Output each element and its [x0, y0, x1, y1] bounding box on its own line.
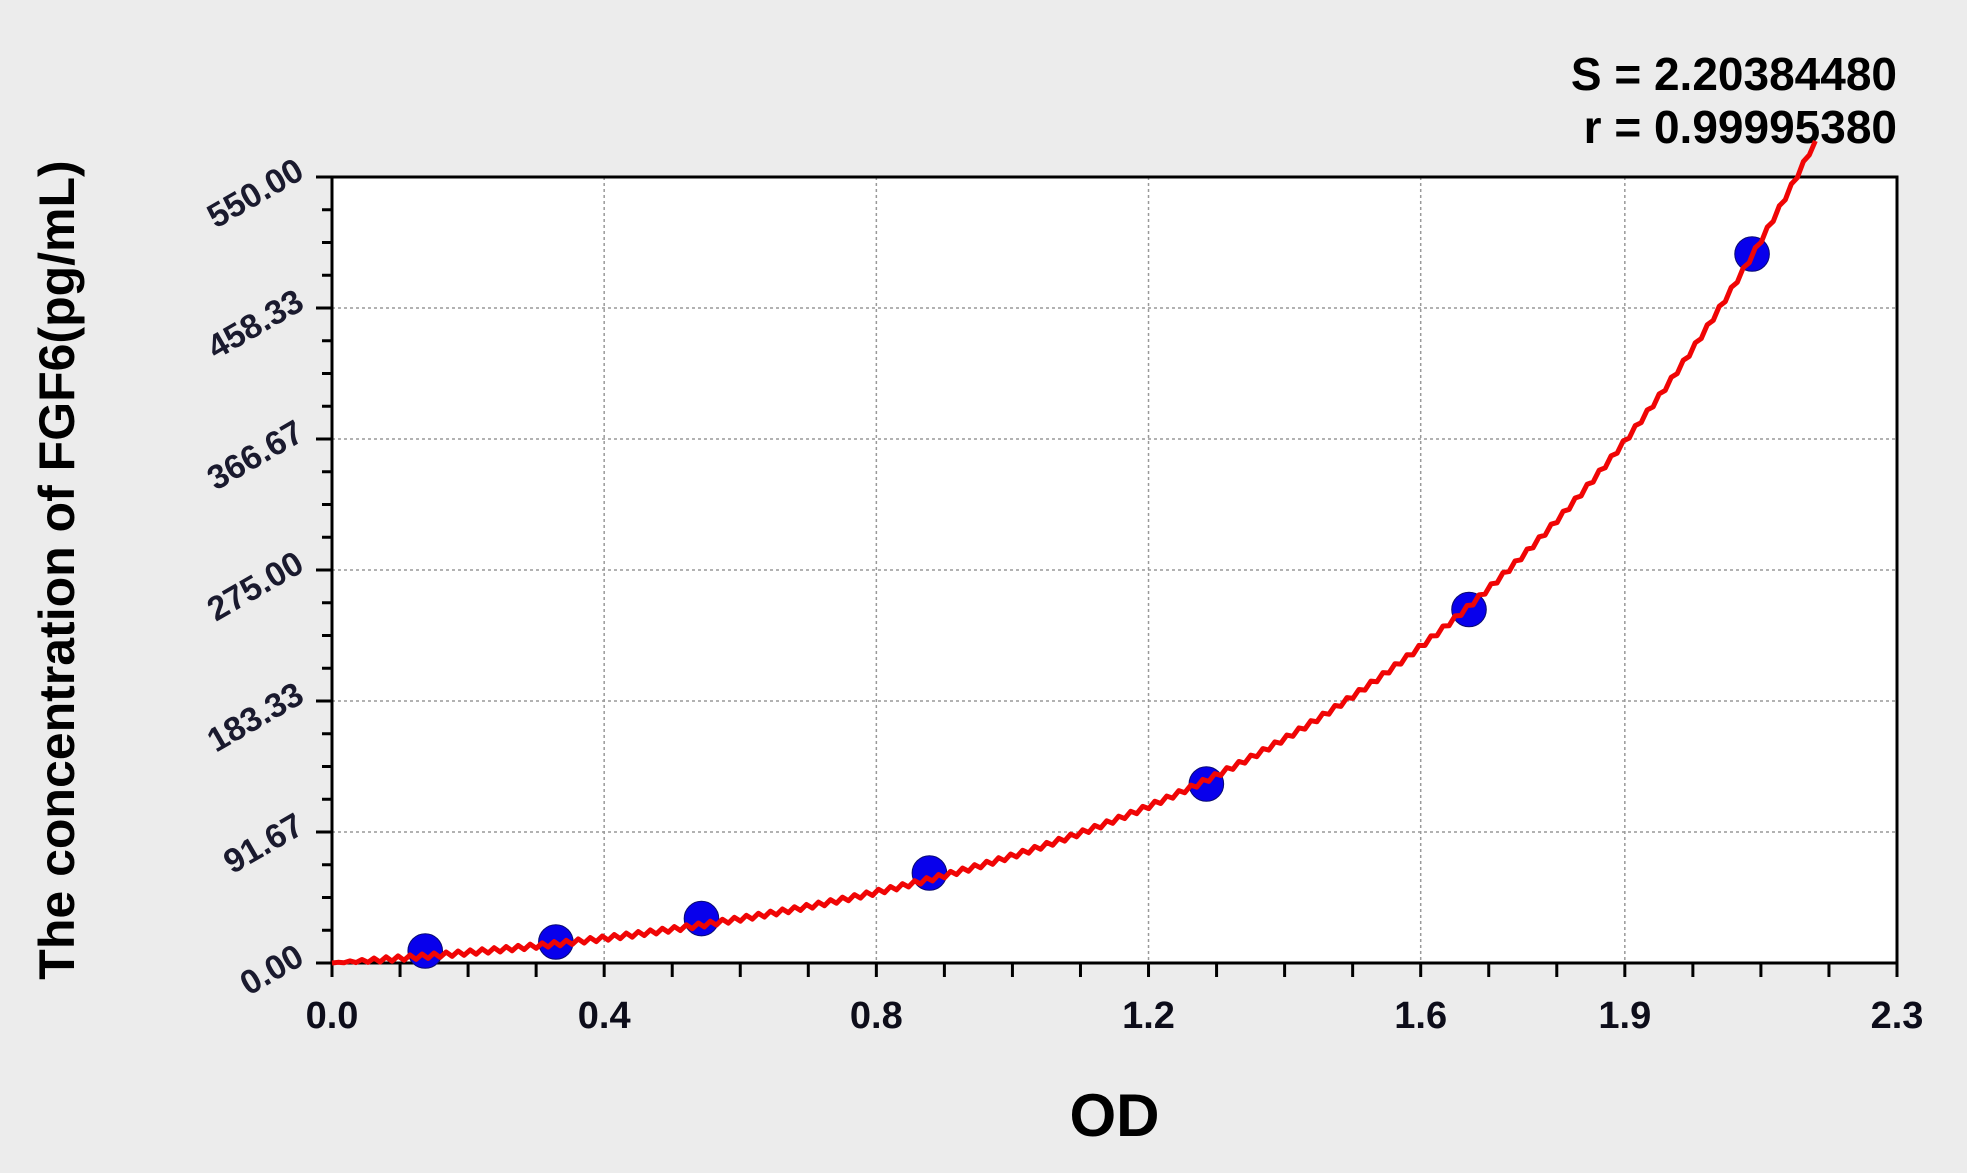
svg-text:r = 0.99995380: r = 0.99995380: [1584, 101, 1897, 153]
svg-text:OD: OD: [1070, 1082, 1160, 1149]
svg-text:The concentration of FGF6(pg/m: The concentration of FGF6(pg/mL): [29, 160, 85, 979]
svg-text:0.0: 0.0: [306, 995, 359, 1037]
svg-text:0.8: 0.8: [850, 995, 903, 1037]
svg-text:1.2: 1.2: [1122, 995, 1175, 1037]
svg-text:1.6: 1.6: [1394, 995, 1447, 1037]
svg-text:0.4: 0.4: [578, 995, 631, 1037]
svg-text:S = 2.20384480: S = 2.20384480: [1571, 48, 1897, 100]
svg-text:2.3: 2.3: [1871, 995, 1924, 1037]
svg-text:1.9: 1.9: [1598, 995, 1651, 1037]
